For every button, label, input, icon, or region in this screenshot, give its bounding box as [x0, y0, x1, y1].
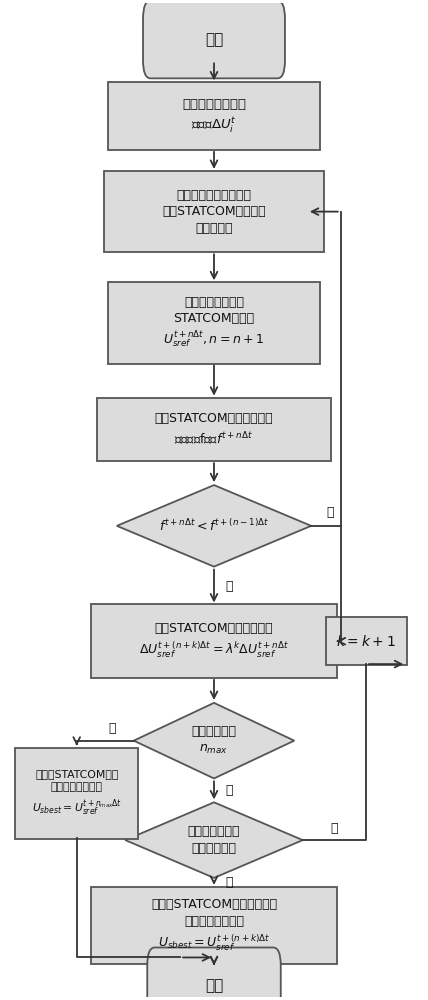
Text: 是: 是	[109, 722, 116, 735]
FancyBboxPatch shape	[15, 748, 138, 839]
Text: 否: 否	[225, 580, 232, 593]
Text: 否: 否	[225, 784, 232, 797]
Text: 开始: 开始	[205, 32, 223, 47]
FancyBboxPatch shape	[108, 282, 320, 364]
Polygon shape	[117, 485, 311, 567]
Text: 目标函数的值是
否进一步缩小: 目标函数的值是 否进一步缩小	[188, 825, 240, 855]
Text: $k=k+1$: $k=k+1$	[336, 634, 396, 649]
Text: 是: 是	[331, 822, 338, 835]
FancyBboxPatch shape	[91, 887, 337, 964]
Text: $f^{t+n\Delta t}<f^{t+(n-1)\Delta t}$: $f^{t+n\Delta t}<f^{t+(n-1)\Delta t}$	[159, 518, 269, 534]
FancyBboxPatch shape	[147, 948, 281, 1000]
FancyBboxPatch shape	[108, 82, 320, 150]
FancyBboxPatch shape	[143, 1, 285, 78]
Text: 计算网络节点电压
偏差值$\Delta U_i^t$: 计算网络节点电压 偏差值$\Delta U_i^t$	[182, 98, 246, 135]
Text: 搜索次数达到
$n_{max}$: 搜索次数达到 $n_{max}$	[191, 725, 237, 756]
Text: 取当前STATCOM整定
值作为最优整定值
$U_{sbest}=U_{sref}^{t+n_{max}\Delta t}$: 取当前STATCOM整定 值作为最优整定值 $U_{sbest}=U_{sref…	[32, 769, 122, 818]
Text: 依据搜索方向修改
STATCOM参考值
$U_{sref}^{t+n\Delta t},n=n+1$: 依据搜索方向修改 STATCOM参考值 $U_{sref}^{t+n\Delta…	[163, 296, 265, 350]
Text: 否: 否	[225, 876, 232, 889]
FancyBboxPatch shape	[98, 398, 330, 461]
FancyBboxPatch shape	[104, 171, 324, 252]
Polygon shape	[134, 703, 294, 778]
Text: 结束: 结束	[205, 978, 223, 993]
Text: 缩小STATCOM整定值变化量
$\Delta U_{sref}^{t+(n+k)\Delta t}=\lambda^k\Delta U_{sref}^{t+n: 缩小STATCOM整定值变化量 $\Delta U_{sref}^{t+(n+k…	[139, 622, 289, 660]
Text: 是: 是	[327, 506, 334, 519]
Polygon shape	[125, 802, 303, 878]
FancyBboxPatch shape	[326, 617, 407, 665]
Text: 调整STATCOM整定值后依据
目标函数f计算$f^{t+n\Delta t}$: 调整STATCOM整定值后依据 目标函数f计算$f^{t+n\Delta t}$	[155, 412, 273, 447]
Text: 将当前STATCOM电压整定值作
为最优电压整定值
$U_{sbest}=U_{sref}^{t+(n+k)\Delta t}$: 将当前STATCOM电压整定值作 为最优电压整定值 $U_{sbest}=U_{…	[151, 898, 277, 953]
FancyBboxPatch shape	[91, 604, 337, 678]
Text: 依据节点电压变化趋势
确定STATCOM整定值优
化搜索方向: 依据节点电压变化趋势 确定STATCOM整定值优 化搜索方向	[162, 189, 266, 235]
